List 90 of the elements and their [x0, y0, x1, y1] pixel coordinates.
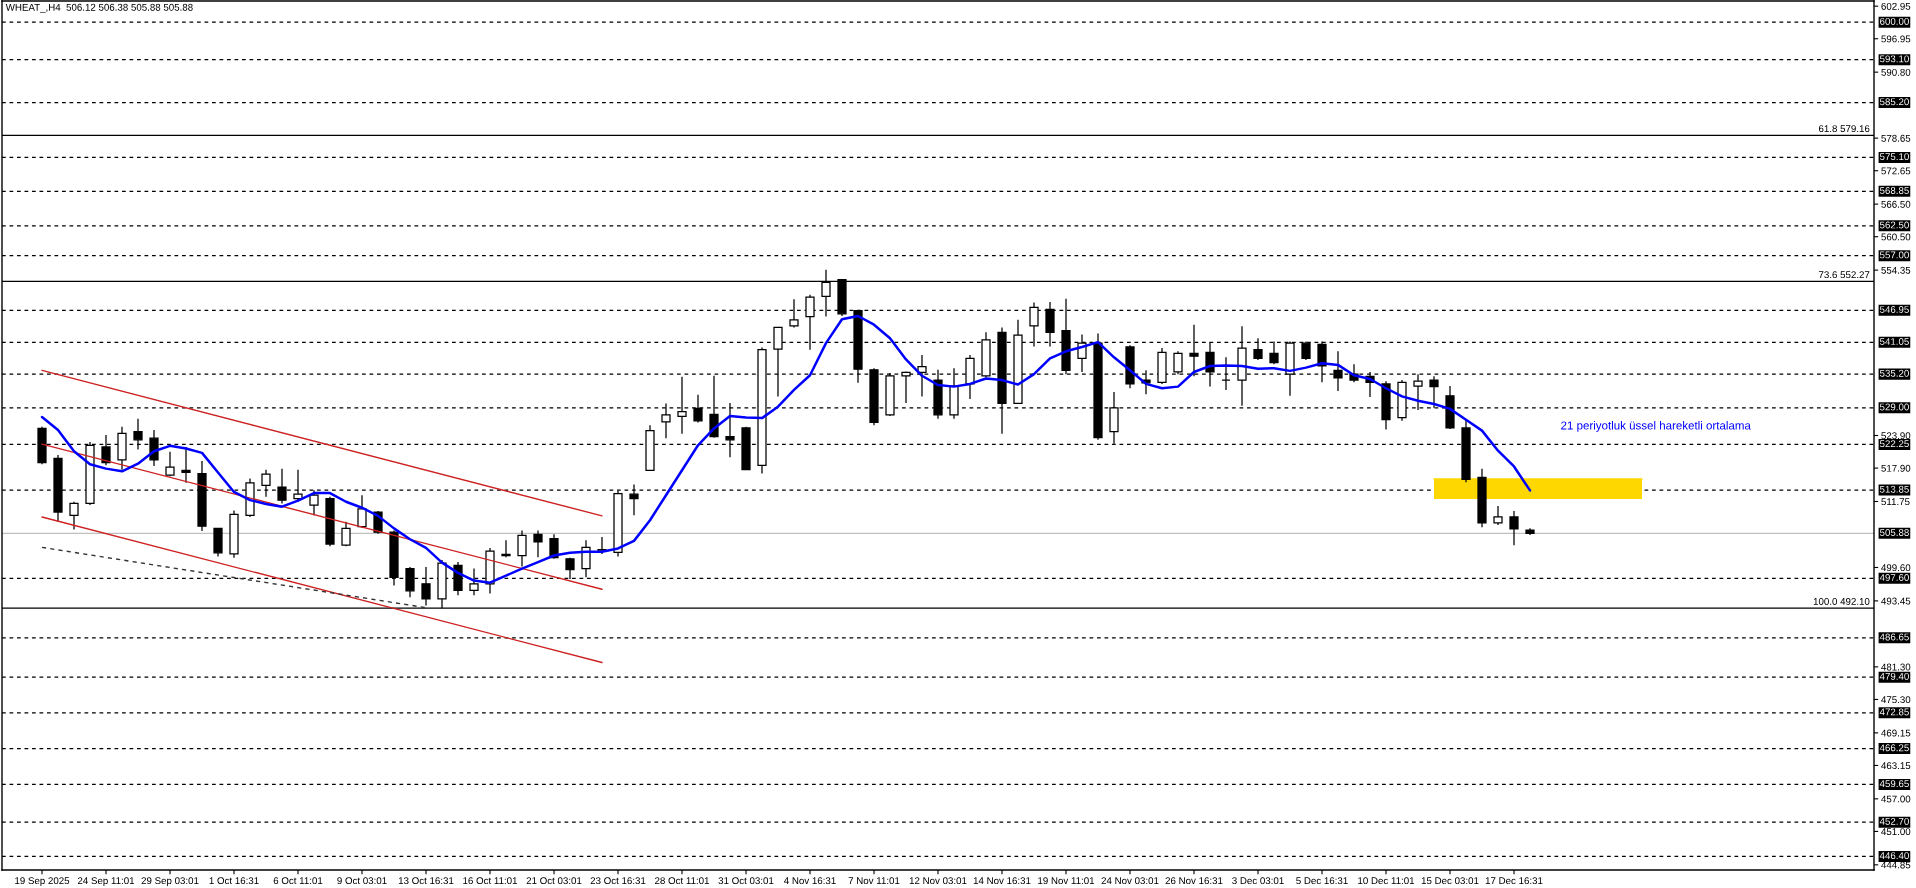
- ref-line-label: 466.25: [1879, 744, 1909, 752]
- x-tick-label: 19 Sep 2025: [15, 877, 70, 887]
- y-tick-label: 493.45: [1881, 597, 1911, 605]
- x-tick-label: 26 Nov 16:31: [1165, 877, 1223, 885]
- ref-line-label: 472.85: [1879, 708, 1909, 716]
- candlestick: [1477, 468, 1487, 528]
- candlestick: [165, 451, 175, 477]
- candlestick: [229, 509, 239, 559]
- candlestick: [517, 529, 527, 568]
- ref-line-label: 73.6 552.27: [1818, 271, 1870, 279]
- ref-line-label: 593.10: [1879, 55, 1909, 63]
- y-tick-label: 523.90: [1881, 432, 1911, 440]
- y-tick-label: 572.65: [1881, 167, 1911, 175]
- x-tick-label: 6 Oct 11:01: [273, 877, 323, 885]
- y-tick-label: 578.65: [1881, 134, 1911, 142]
- ref-line-label: 535.20: [1879, 369, 1909, 377]
- x-tick-label: 4 Nov 16:31: [784, 877, 836, 885]
- ref-line-label: 486.65: [1879, 633, 1909, 641]
- y-tick-label: 511.75: [1881, 498, 1910, 506]
- ref-line-label: 522.25: [1879, 440, 1909, 448]
- ref-line-label: 446.40: [1879, 852, 1909, 860]
- y-tick-label: 602.95: [1881, 2, 1911, 10]
- y-tick-label: 475.30: [1881, 696, 1911, 704]
- x-tick-label: 9 Oct 03:01: [337, 877, 387, 885]
- line-series: [40, 314, 1532, 584]
- y-tick-label: 457.00: [1881, 795, 1911, 803]
- ref-line-label: 100.0 492.10: [1813, 598, 1870, 605]
- x-tick-label: 24 Sep 11:01: [77, 877, 135, 887]
- x-tick-label: 17 Dec 16:31: [1485, 877, 1543, 885]
- y-tick-label: 463.15: [1881, 762, 1911, 770]
- x-tick-label: 12 Nov 03:01: [909, 877, 967, 885]
- x-tick-label: 1 Oct 16:31: [209, 877, 259, 885]
- ref-line-label: 459.65: [1879, 780, 1909, 788]
- ref-line-label: 546.95: [1879, 306, 1909, 313]
- candlestick: [325, 496, 335, 547]
- ref-line-label: 557.00: [1879, 251, 1909, 259]
- candlestick: [469, 567, 479, 596]
- ref-line-label: 61.8 579.16: [1818, 125, 1870, 133]
- x-tick-label: 21 Oct 03:01: [526, 877, 582, 885]
- x-tick-label: 3 Dec 03:01: [1232, 877, 1284, 885]
- ref-line-label: 529.00: [1879, 403, 1909, 411]
- candlestick: [741, 426, 751, 471]
- candlestick: [1493, 505, 1503, 526]
- ref-line-label: 568.85: [1879, 187, 1909, 194]
- candlestick: [357, 494, 367, 529]
- y-tick-label: 517.90: [1881, 464, 1911, 472]
- ref-line-label: 452.70: [1879, 817, 1909, 825]
- x-tick-label: 31 Oct 03:01: [718, 877, 774, 885]
- x-tick-label: 13 Oct 16:31: [398, 877, 454, 885]
- x-tick-label: 15 Dec 03:01: [1421, 877, 1479, 885]
- ref-line-label: 600.00: [1880, 17, 1909, 25]
- candlestick: [1509, 510, 1519, 546]
- candlestick: [533, 529, 543, 558]
- ref-line-label: 541.05: [1879, 338, 1909, 345]
- ref-line-label: 562.50: [1879, 221, 1909, 229]
- y-tick-label: 499.60: [1881, 564, 1911, 572]
- candlestick: [1525, 527, 1535, 536]
- y-tick-label: 596.95: [1881, 35, 1911, 43]
- text: 21 periyotluk üssel hareketli ortalama: [1561, 421, 1751, 432]
- y-tick-label: 481.30: [1881, 663, 1911, 671]
- x-tick-label: 14 Nov 16:31: [973, 877, 1031, 885]
- candlestick: [501, 539, 511, 558]
- x-tick-label: 29 Sep 03:01: [141, 877, 199, 887]
- x-tick-label: 19 Nov 11:01: [1038, 877, 1095, 885]
- x-tick-label: 16 Oct 11:01: [463, 877, 517, 885]
- x-tick-label: 5 Dec 16:31: [1296, 877, 1348, 885]
- candlestick: [757, 346, 767, 475]
- y-tick-label: 451.00: [1881, 828, 1911, 836]
- ref-line-label: 585.20: [1879, 98, 1909, 106]
- y-tick-label: 560.50: [1881, 233, 1911, 241]
- y-tick-label: 554.35: [1881, 266, 1911, 274]
- x-tick-label: 23 Oct 16:31: [590, 877, 646, 885]
- chart-title: WHEAT_,H4 506.12 506.38 505.88 505.88: [5, 3, 193, 13]
- y-tick-label: 590.80: [1881, 68, 1911, 76]
- candlestick: [69, 501, 79, 531]
- ref-line-label: 479.40: [1879, 672, 1909, 680]
- y-tick-label: 469.15: [1881, 729, 1911, 737]
- x-tick-label: 28 Oct 11:01: [655, 877, 709, 885]
- ref-line-label: 505.88: [1879, 529, 1909, 536]
- ref-line-label: 575.10: [1879, 153, 1909, 161]
- ref-line-label: 513.85: [1879, 485, 1909, 493]
- y-tick-label: 444.85: [1881, 861, 1911, 869]
- candlestick: [1125, 344, 1135, 389]
- ref-line-label: 497.60: [1879, 574, 1909, 581]
- x-tick-label: 10 Dec 11:01: [1358, 877, 1415, 885]
- x-tick-label: 7 Nov 11:01: [848, 877, 900, 885]
- y-tick-label: 566.50: [1881, 200, 1911, 208]
- x-tick-label: 24 Nov 03:01: [1101, 877, 1159, 885]
- candlestick: [341, 521, 351, 547]
- candlestick: [213, 527, 223, 558]
